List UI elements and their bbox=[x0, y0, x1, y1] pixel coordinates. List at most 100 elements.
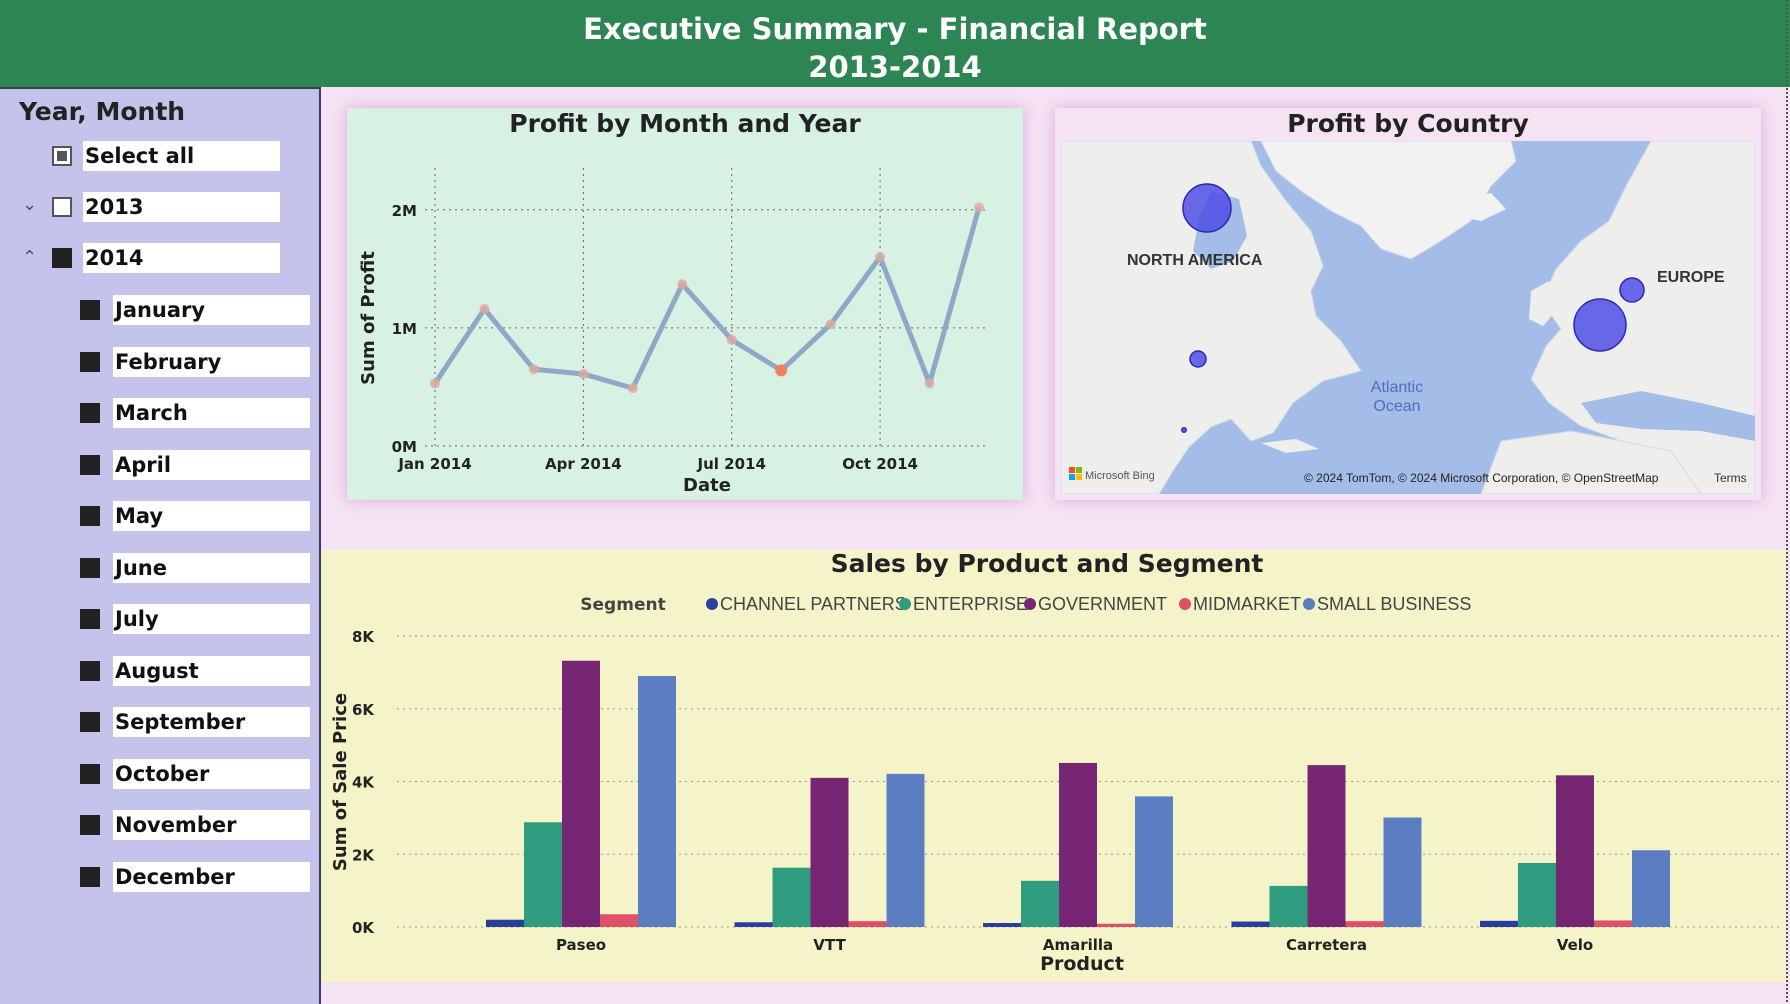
ocean-label-line2: Ocean bbox=[1373, 398, 1420, 415]
legend-title: Segment bbox=[580, 595, 665, 615]
report-subtitle: 2013-2014 bbox=[808, 50, 982, 84]
greenland-landmass bbox=[1260, 141, 1517, 260]
select-all-checkbox[interactable] bbox=[52, 146, 72, 166]
data-point[interactable] bbox=[528, 364, 539, 375]
bing-label: Microsoft Bing bbox=[1085, 470, 1155, 482]
bar[interactable] bbox=[562, 660, 600, 927]
month-label: August bbox=[113, 655, 310, 686]
bar[interactable] bbox=[983, 922, 1021, 927]
y-axis-title: Sum of Sale Price bbox=[330, 693, 351, 871]
bar[interactable] bbox=[810, 777, 849, 927]
data-point[interactable] bbox=[775, 364, 788, 377]
country-bubble-france[interactable] bbox=[1573, 298, 1627, 352]
month-checkbox[interactable] bbox=[80, 866, 100, 887]
bar[interactable] bbox=[848, 921, 887, 927]
y-tick-label: 0M bbox=[392, 438, 417, 456]
data-point[interactable] bbox=[677, 279, 688, 290]
country-bubble-canada[interactable] bbox=[1182, 183, 1232, 233]
africa-landmass bbox=[1480, 430, 1702, 494]
month-checkbox[interactable] bbox=[80, 300, 100, 320]
bar[interactable] bbox=[1556, 775, 1594, 927]
bar[interactable] bbox=[1097, 923, 1135, 927]
slicer-title: Year, Month bbox=[19, 97, 186, 126]
expand-chevron-down-icon[interactable]: ⌄ bbox=[22, 194, 38, 215]
x-axis-title: Date bbox=[683, 475, 731, 496]
data-point[interactable] bbox=[479, 304, 490, 315]
bar[interactable] bbox=[524, 822, 562, 927]
map-attribution: © 2024 TomTom, © 2024 Microsoft Corporat… bbox=[1304, 471, 1659, 485]
bar[interactable] bbox=[886, 773, 925, 927]
bar[interactable] bbox=[638, 676, 676, 927]
map-terms-link[interactable]: Terms bbox=[1714, 471, 1747, 485]
bar[interactable] bbox=[1518, 862, 1556, 927]
month-checkbox[interactable] bbox=[80, 454, 100, 475]
bar[interactable] bbox=[1345, 921, 1384, 927]
profit-by-country-map: Profit by Country NORTH AMERICA EUROPE A… bbox=[1055, 108, 1761, 500]
europe-label: EUROPE bbox=[1657, 269, 1725, 286]
bar[interactable] bbox=[600, 914, 638, 927]
y-tick-label: 4K bbox=[352, 774, 375, 792]
bar[interactable] bbox=[1269, 885, 1308, 927]
legend-marker bbox=[1024, 598, 1036, 610]
x-tick-label: Apr 2014 bbox=[545, 455, 622, 473]
data-point[interactable] bbox=[875, 252, 886, 263]
month-checkbox[interactable] bbox=[80, 660, 100, 681]
caribbean-islands bbox=[1261, 439, 1319, 453]
month-checkbox[interactable] bbox=[80, 557, 100, 578]
legend-item[interactable]: ENTERPRISE bbox=[913, 594, 1028, 614]
month-label: January bbox=[113, 295, 310, 325]
bar[interactable] bbox=[1021, 880, 1059, 927]
bar[interactable] bbox=[1480, 920, 1518, 927]
slicer-year-2014[interactable]: ⌃ 2014 bbox=[0, 243, 320, 273]
y-tick-label: 0K bbox=[352, 919, 375, 937]
slicer-year-2013[interactable]: ⌄ 2013 bbox=[0, 192, 320, 222]
data-point[interactable] bbox=[726, 334, 737, 345]
month-checkbox[interactable] bbox=[80, 609, 100, 629]
bar[interactable] bbox=[1135, 796, 1173, 927]
month-checkbox[interactable] bbox=[80, 763, 100, 784]
legend-item[interactable]: SMALL BUSINESS bbox=[1317, 594, 1471, 614]
x-tick-label: Amarilla bbox=[1043, 936, 1113, 954]
data-point[interactable] bbox=[924, 378, 935, 389]
bar[interactable] bbox=[734, 922, 773, 927]
country-bubble-germany[interactable] bbox=[1619, 277, 1645, 303]
month-label: November bbox=[113, 810, 310, 840]
bar[interactable] bbox=[1231, 921, 1270, 927]
legend-item[interactable]: MIDMARKET bbox=[1193, 594, 1301, 614]
data-point[interactable] bbox=[430, 378, 440, 389]
legend-item[interactable]: GOVERNMENT bbox=[1038, 594, 1167, 614]
year-2014-checkbox[interactable] bbox=[52, 248, 72, 268]
report-header: Executive Summary - Financial Report 201… bbox=[0, 0, 1790, 87]
data-point[interactable] bbox=[974, 202, 984, 213]
map-canvas[interactable]: NORTH AMERICA EUROPE Atlantic Ocean Micr… bbox=[1061, 141, 1755, 494]
report-title: Executive Summary - Financial Report bbox=[583, 12, 1207, 46]
year-2013-checkbox[interactable] bbox=[52, 197, 72, 217]
data-point[interactable] bbox=[825, 319, 836, 330]
bar[interactable] bbox=[772, 867, 811, 927]
x-tick-label: Jul 2014 bbox=[697, 455, 766, 473]
year-month-slicer: Year, Month Select all ⌄ 2013 ⌃ 2014 Jan… bbox=[0, 87, 321, 1004]
bar[interactable] bbox=[1632, 850, 1670, 927]
country-bubble-usa[interactable] bbox=[1189, 350, 1207, 368]
profit-by-month-chart: Profit by Month and Year 0M 1M 2M Jan 2014 A… bbox=[347, 108, 1023, 500]
y-tick-label: 8K bbox=[352, 628, 375, 646]
bar[interactable] bbox=[1059, 762, 1097, 927]
bar[interactable] bbox=[1307, 765, 1346, 927]
month-checkbox[interactable] bbox=[80, 815, 100, 835]
month-checkbox[interactable] bbox=[80, 506, 100, 526]
x-tick-label: Carretera bbox=[1286, 936, 1367, 954]
month-checkbox[interactable] bbox=[80, 351, 100, 372]
bar[interactable] bbox=[1383, 817, 1422, 927]
data-point[interactable] bbox=[578, 368, 589, 379]
collapse-chevron-up-icon[interactable]: ⌃ bbox=[22, 247, 38, 268]
bar[interactable] bbox=[486, 919, 524, 927]
legend-item[interactable]: CHANNEL PARTNERS bbox=[720, 594, 907, 614]
select-all-label: Select all bbox=[83, 141, 280, 171]
legend-marker bbox=[1179, 598, 1191, 610]
data-point[interactable] bbox=[627, 383, 638, 394]
bar[interactable] bbox=[1594, 920, 1632, 927]
country-bubble-mexico[interactable] bbox=[1181, 427, 1187, 433]
month-checkbox[interactable] bbox=[80, 712, 100, 732]
month-checkbox[interactable] bbox=[80, 403, 100, 423]
x-axis-title: Product bbox=[1040, 953, 1124, 975]
